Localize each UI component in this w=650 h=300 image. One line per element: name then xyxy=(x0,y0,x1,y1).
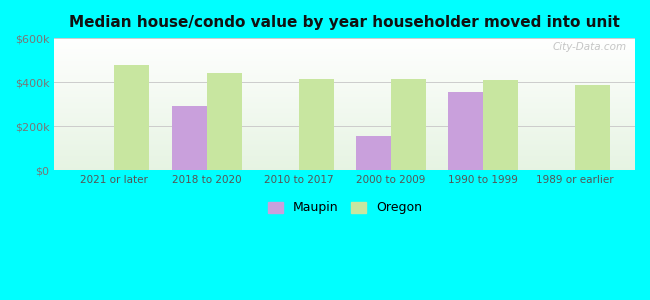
Legend: Maupin, Oregon: Maupin, Oregon xyxy=(263,196,427,220)
Bar xyxy=(298,79,333,170)
Bar xyxy=(448,92,483,170)
Bar xyxy=(483,80,518,170)
Bar xyxy=(356,136,391,170)
Text: City-Data.com: City-Data.com xyxy=(552,42,627,52)
Bar xyxy=(114,64,150,170)
Title: Median house/condo value by year householder moved into unit: Median house/condo value by year househo… xyxy=(70,15,620,30)
Bar xyxy=(207,73,242,170)
Bar xyxy=(391,79,426,170)
Bar xyxy=(575,85,610,170)
Bar xyxy=(172,106,207,170)
